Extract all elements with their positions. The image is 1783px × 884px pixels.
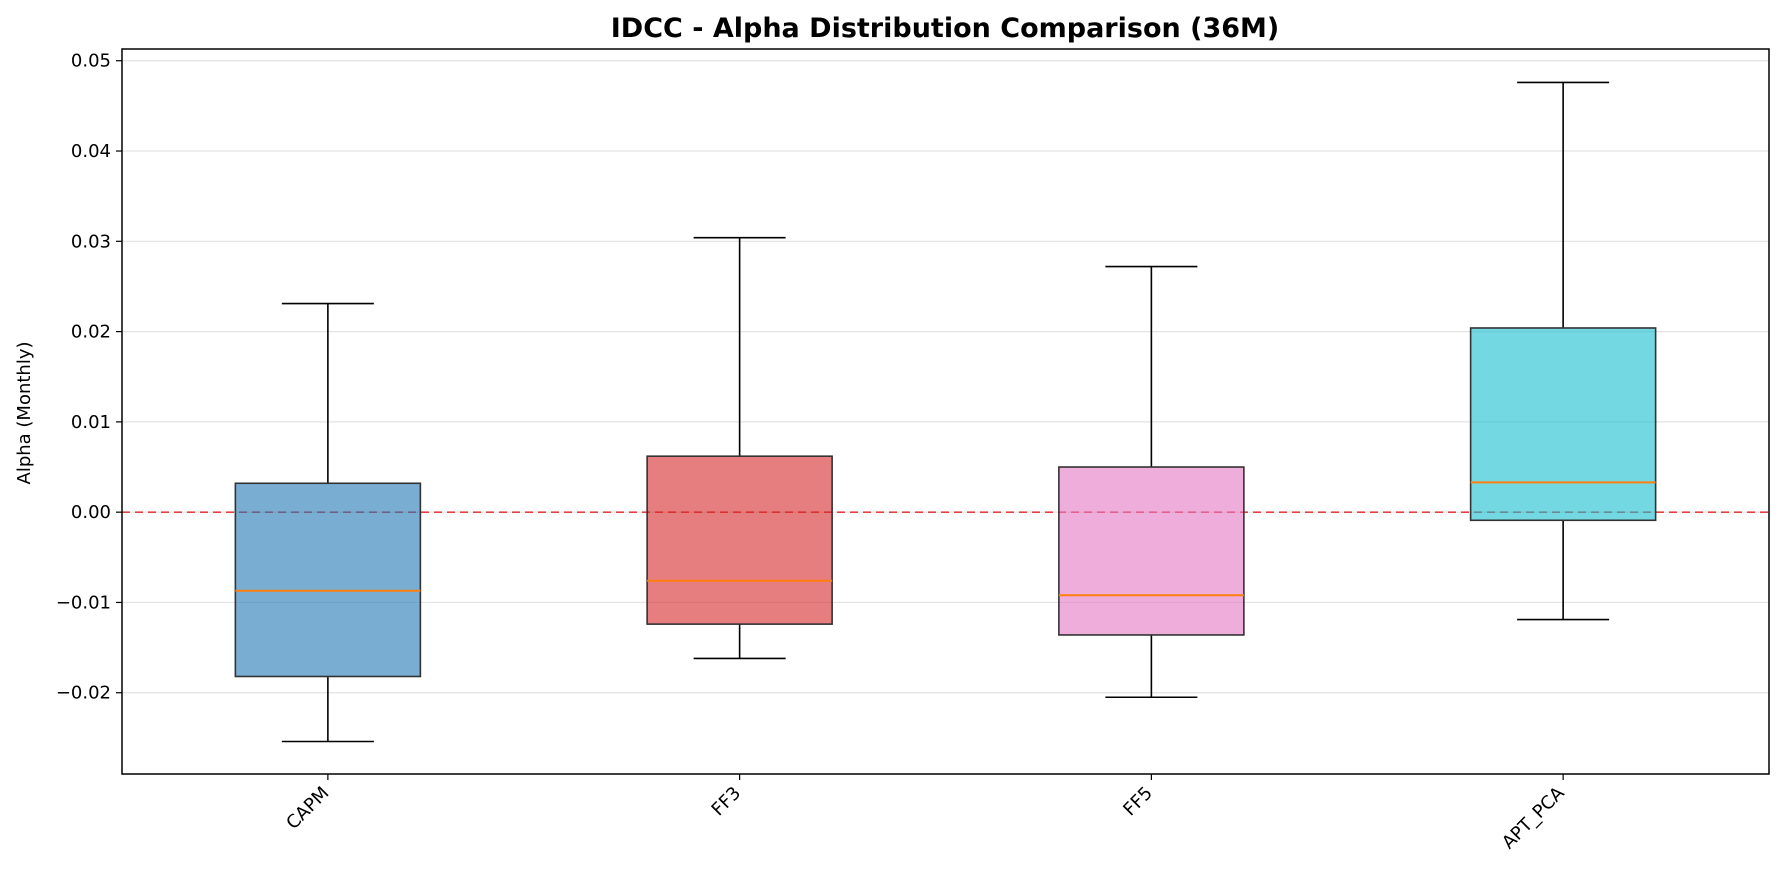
- y-tick-label: 0.03: [71, 231, 111, 252]
- boxes-layer: [234, 81, 1657, 743]
- y-tick-label: 0.05: [71, 51, 111, 72]
- iqr-box: [234, 482, 422, 678]
- y-tick-label: −0.02: [56, 683, 111, 704]
- chart-title: IDCC - Alpha Distribution Comparison (36…: [611, 13, 1280, 44]
- plot-frame: [121, 48, 1770, 775]
- box-apt-pca: [1469, 81, 1657, 621]
- iqr-box: [1469, 327, 1657, 522]
- y-axis-label: Alpha (Monthly): [14, 341, 35, 484]
- y-tick-label: 0.04: [71, 141, 111, 162]
- box-capm: [234, 302, 422, 743]
- y-ticks: −0.02 −0.01 0.00 0.01 0.02 0.03 0.04 0.05: [56, 51, 122, 704]
- box-ff5: [1058, 265, 1245, 699]
- box-ff3: [646, 236, 833, 660]
- y-tick-label: 0.01: [71, 412, 111, 433]
- y-tick-label: −0.01: [56, 592, 111, 613]
- iqr-box: [646, 455, 833, 625]
- y-tick-label: 0.00: [71, 502, 111, 523]
- iqr-box: [1058, 466, 1245, 636]
- y-tick-label: 0.02: [71, 322, 111, 343]
